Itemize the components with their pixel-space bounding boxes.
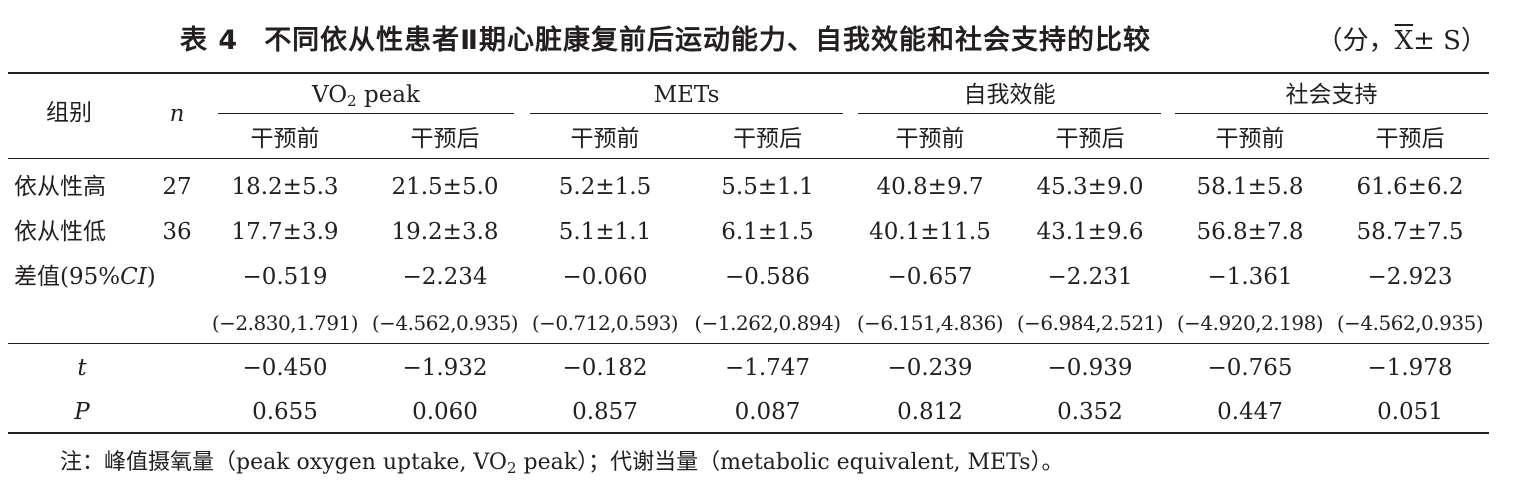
header-self-efficacy: 自我效能	[963, 82, 1056, 108]
ci-cell: (−4.920,2.198)	[1176, 311, 1324, 335]
ci-cell: (−0.712,0.593)	[531, 311, 679, 335]
stats-rule	[8, 343, 1489, 344]
subheader-cell: 干预后	[410, 126, 480, 152]
subheader-cell: 干预前	[250, 126, 320, 152]
diff-label-ci: CI	[120, 264, 147, 290]
ci-cell: (−6.151,4.836)	[856, 311, 1004, 335]
table-cell: 18.2±5.3	[231, 174, 339, 200]
self-efficacy-group-rule	[858, 113, 1161, 114]
row-label-low: 依从性低	[14, 219, 106, 245]
table-cell: 43.1±9.6	[1036, 219, 1144, 245]
row-label-p: P	[74, 399, 90, 425]
row-n-high: 27	[162, 174, 192, 200]
row-label-high: 依从性高	[14, 174, 106, 200]
table-cell: −0.450	[242, 355, 328, 381]
table-cell: −2.923	[1367, 264, 1453, 290]
vo2-group-rule	[218, 113, 514, 114]
header-rule	[8, 158, 1489, 159]
bottom-rule	[8, 432, 1489, 434]
header-group: 组别	[46, 100, 92, 126]
table-cell: 58.1±5.8	[1196, 174, 1304, 200]
table-cell: 0.857	[572, 399, 638, 425]
row-label-t: t	[77, 355, 87, 381]
table-cell: −0.939	[1047, 355, 1133, 381]
table-cell: 6.1±1.5	[721, 219, 814, 245]
table-cell: 0.352	[1057, 399, 1123, 425]
social-support-group-rule	[1175, 113, 1488, 114]
table-cell: −2.231	[1047, 264, 1133, 290]
diff-label-prefix: 差值(95%	[14, 264, 121, 290]
ci-cell: (−6.984,2.521)	[1016, 311, 1164, 335]
vo2-subscript: 2	[347, 92, 357, 110]
table-cell: 0.087	[734, 399, 801, 425]
unit-mean-symbol: X	[1394, 26, 1414, 56]
table-cell: −0.060	[562, 264, 648, 290]
footnote-text-2: peak）；代谢当量（metabolic equivalent, METs）。	[516, 450, 1064, 475]
table-cell: 5.2±1.5	[558, 174, 652, 200]
subheader-cell: 干预后	[733, 126, 802, 152]
table-footnote: 注：峰值摄氧量（peak oxygen uptake, VO2 peak）；代谢…	[60, 444, 1063, 477]
header-mets: METs	[653, 82, 720, 108]
footnote-subscript: 2	[506, 459, 517, 477]
header-social-support: 社会支持	[1285, 82, 1378, 108]
table-cell: 5.1±1.1	[558, 219, 652, 245]
vo2-label: VO	[312, 82, 348, 108]
subheader-cell: 干预后	[1375, 126, 1445, 152]
table-number: 表 4	[180, 25, 239, 56]
table-cell: 0.051	[1377, 399, 1443, 425]
table-cell: 61.6±6.2	[1356, 174, 1464, 200]
table-cell: 0.060	[412, 399, 478, 425]
table-title: 表 4 不同依从性患者Ⅱ期心脏康复前后运动能力、自我效能和社会支持的比较	[180, 18, 1151, 57]
table-cell: 0.655	[252, 399, 318, 425]
unit-open: （分，	[1316, 26, 1395, 56]
table-cell: 40.1±11.5	[869, 219, 991, 245]
table-cell: 5.5±1.1	[721, 174, 814, 200]
table-cell: 58.7±7.5	[1356, 219, 1464, 245]
ci-cell: (−4.562,0.935)	[371, 311, 519, 335]
table-cell: −2.234	[402, 264, 488, 290]
unit-close: ± S）	[1413, 26, 1487, 56]
table-cell: −1.361	[1207, 264, 1293, 290]
table-cell: 17.7±3.9	[231, 219, 339, 245]
subheader-cell: 干预前	[570, 126, 640, 152]
mets-group-rule	[530, 113, 843, 114]
header-vo2-peak: VO2 peak	[218, 80, 514, 116]
table-cell: −0.519	[242, 264, 328, 290]
table-cell: −0.765	[1207, 355, 1293, 381]
subheader-cell: 干预前	[1215, 126, 1285, 152]
diff-label-suffix: )	[146, 264, 156, 290]
header-n: n	[169, 101, 185, 127]
table-cell: 45.3±9.0	[1036, 174, 1144, 200]
footnote-text-1: 注：峰值摄氧量（peak oxygen uptake, VO	[60, 450, 507, 475]
table-cell: −0.182	[562, 355, 648, 381]
row-label-diff: 差值(95%CI)	[14, 262, 156, 292]
row-n-low: 36	[162, 219, 192, 245]
ci-cell: (−1.262,0.894)	[694, 311, 841, 335]
subheader-cell: 干预前	[895, 126, 965, 152]
top-rule	[8, 72, 1489, 74]
ci-cell: (−2.830,1.791)	[211, 311, 359, 335]
subheader-cell: 干预后	[1055, 126, 1125, 152]
table-cell: −0.239	[887, 355, 973, 381]
table-cell: 40.8±9.7	[876, 174, 984, 200]
table-cell: 0.447	[1217, 399, 1283, 425]
table-cell: −1.932	[402, 355, 488, 381]
table-cell: 56.8±7.8	[1196, 219, 1304, 245]
vo2-suffix: peak	[356, 82, 420, 108]
table-caption: 表 4 不同依从性患者Ⅱ期心脏康复前后运动能力、自我效能和社会支持的比较 （分，X…	[0, 12, 1519, 64]
table-cell: 0.812	[897, 399, 963, 425]
table-unit-note: （分，X± S）	[1317, 20, 1487, 57]
table-cell: 19.2±3.8	[391, 219, 499, 245]
table-cell: −1.747	[724, 355, 811, 381]
table-title-text: 不同依从性患者Ⅱ期心脏康复前后运动能力、自我效能和社会支持的比较	[264, 25, 1151, 56]
table-cell: −1.978	[1367, 355, 1453, 381]
ci-cell: (−4.562,0.935)	[1336, 311, 1484, 335]
table-cell: −0.586	[724, 264, 811, 290]
table-cell: 21.5±5.0	[391, 174, 499, 200]
table-cell: −0.657	[887, 264, 973, 290]
